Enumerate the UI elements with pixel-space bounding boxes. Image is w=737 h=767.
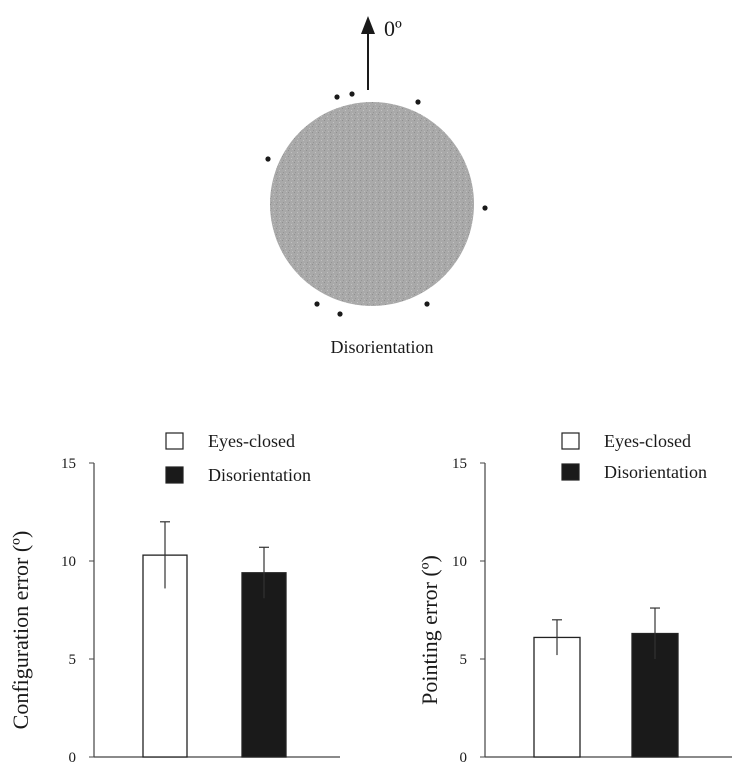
bar-disorientation	[241, 572, 287, 758]
diagram-caption: Disorientation	[331, 337, 434, 357]
y-tick-label: 5	[460, 652, 468, 668]
y-axis-title: Pointing error (º)	[417, 555, 442, 705]
pointing-dot	[334, 94, 340, 100]
pointing-error-chart: 0 5 10 15 Pointing error (º) Eyes-closed Disor…	[417, 431, 732, 766]
y-tick-label: 0	[69, 750, 77, 766]
heading-label: 0º	[384, 16, 402, 41]
legend-label: Disorientation	[604, 462, 707, 482]
configuration-error-chart: 0 5 10 15 Configuration error (º) Eyes-closed…	[8, 431, 340, 766]
y-tick-label: 15	[61, 456, 76, 472]
legend-swatch	[165, 432, 184, 450]
pointing-dots	[265, 91, 488, 317]
legend-label: Eyes-closed	[208, 431, 295, 451]
orientation-diagram: 0º Disorientation	[265, 16, 488, 357]
y-axis-title: Configuration error (º)	[8, 531, 33, 730]
legend-label: Disorientation	[208, 465, 311, 485]
pointing-dot	[337, 311, 343, 317]
bar-eyes-closed	[533, 636, 581, 758]
pointing-dot	[314, 301, 320, 307]
pointing-dot	[265, 156, 271, 162]
legend-swatch	[561, 463, 580, 481]
bar-eyes-closed	[142, 554, 188, 758]
pointing-dot	[349, 91, 355, 97]
pointing-dot	[415, 99, 421, 105]
legend-label: Eyes-closed	[604, 431, 691, 451]
y-tick-label: 10	[452, 554, 467, 570]
heading-arrow-head	[361, 16, 375, 34]
legend-swatch	[165, 466, 184, 484]
y-tick-label: 0	[460, 750, 468, 766]
y-tick-label: 5	[69, 652, 77, 668]
y-tick-label: 10	[61, 554, 76, 570]
pointing-dot	[482, 205, 488, 211]
legend-swatch	[561, 432, 580, 450]
arena-circle	[270, 102, 474, 306]
y-tick-label: 15	[452, 456, 467, 472]
pointing-dot	[424, 301, 430, 307]
